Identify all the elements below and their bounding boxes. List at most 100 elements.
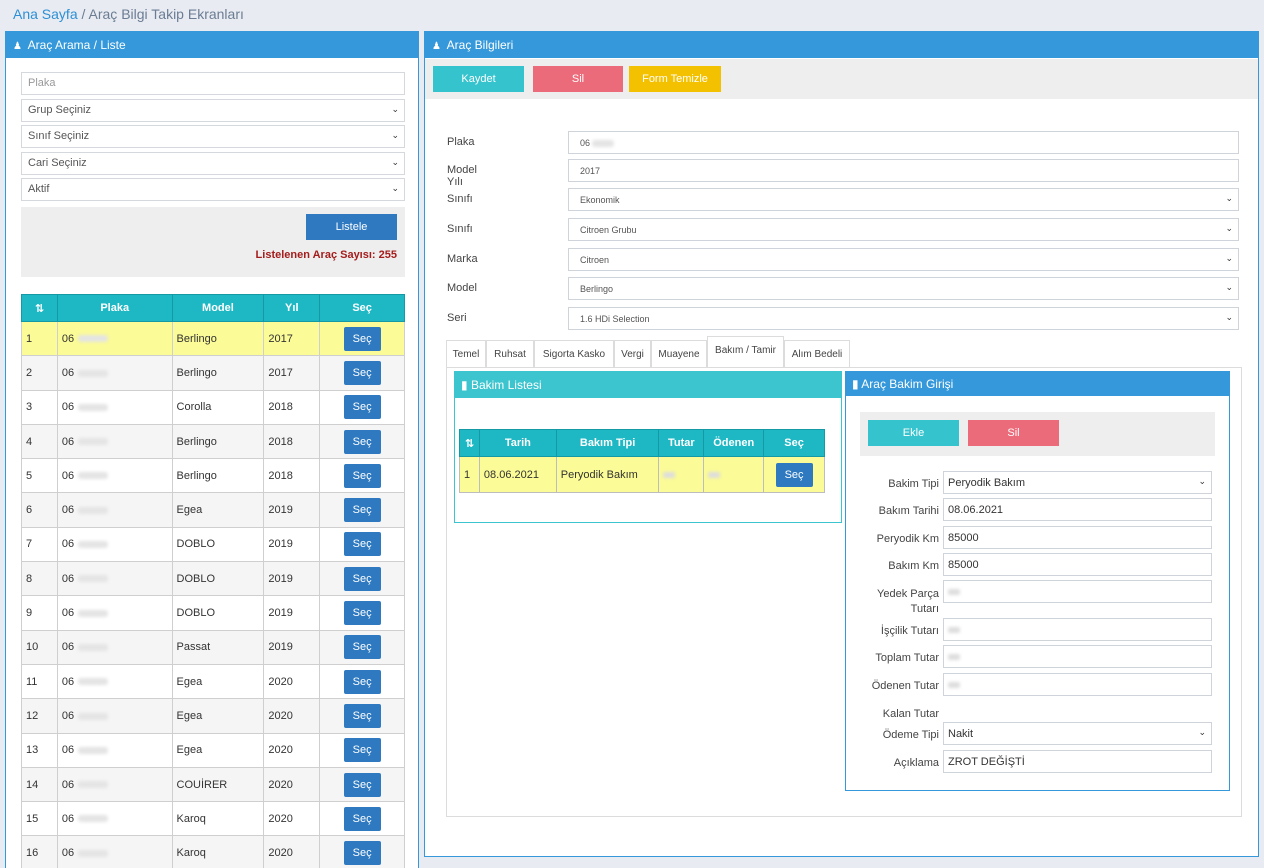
sec-button[interactable]: Seç [343, 566, 381, 591]
tab-ruhsat[interactable]: Ruhsat [486, 340, 534, 368]
iscilik-input[interactable] [943, 618, 1212, 641]
table-row[interactable]: 9 06 DOBLO 2019 Seç [21, 595, 405, 631]
bakim-tipi-select[interactable]: Peryodik Bakım ⌄ [943, 471, 1212, 494]
sort-header[interactable]: ⇅ [21, 294, 58, 322]
sec-button[interactable]: Seç [343, 463, 381, 488]
sec-button[interactable]: Seç [343, 498, 381, 523]
ekle-button[interactable]: Ekle [868, 420, 959, 446]
bakim-sil-button[interactable]: Sil [968, 420, 1059, 446]
vehicle-info-title: Araç Bilgileri [446, 38, 514, 52]
sinif-select[interactable]: Sınıf Seçiniz ⌄ [21, 125, 405, 148]
field-select[interactable]: Berlingo ⌄ [568, 277, 1239, 300]
bakim-giris-header: ▮ Araç Bakim Girişi [846, 372, 1229, 396]
sec-button[interactable]: Seç [343, 738, 381, 763]
grup-select[interactable]: Grup Seçiniz ⌄ [21, 99, 405, 122]
table-row[interactable]: 13 06 Egea 2020 Seç [21, 732, 405, 768]
sec-button[interactable]: Seç [343, 841, 381, 866]
sec-button[interactable]: Seç [343, 532, 381, 557]
listele-button[interactable]: Listele [306, 214, 397, 240]
field-input[interactable]: 2017 [568, 159, 1239, 182]
bakim-tarih-header[interactable]: Tarih [478, 429, 557, 457]
field-select[interactable]: Citroen ⌄ [568, 248, 1239, 271]
bakim-row-odenen [703, 456, 765, 493]
sec-button[interactable]: Seç [343, 772, 381, 797]
bakim-sort-header[interactable]: ⇅ [459, 429, 480, 457]
tab-alim-bedeli[interactable]: Alım Bedeli [784, 340, 850, 368]
vehicle-info-header: ♟ Araç Bilgileri [425, 32, 1258, 58]
toplam-input[interactable] [943, 645, 1212, 668]
bakim-row-tutar [658, 456, 705, 493]
table-row[interactable]: 16 06 Karoq 2020 Seç [21, 835, 405, 868]
table-row[interactable]: 15 06 Karoq 2020 Seç [21, 801, 405, 837]
bakim-tutar-header[interactable]: Tutar [658, 429, 705, 457]
bakim-row-tip: Peryodik Bakım [555, 456, 660, 493]
sil-button[interactable]: Sil [533, 66, 623, 92]
sec-button[interactable]: Seç [343, 429, 381, 454]
plaka-search-input[interactable]: Plaka [21, 72, 405, 95]
row-no: 2 [21, 355, 58, 391]
plaka-header[interactable]: Plaka [56, 294, 173, 322]
row-no: 3 [21, 389, 58, 425]
tab-muayene[interactable]: Muayene [651, 340, 707, 368]
sec-button[interactable]: Seç [343, 360, 381, 385]
row-model: Egea [171, 492, 265, 528]
table-row[interactable]: 12 06 Egea 2020 Seç [21, 698, 405, 734]
field-select[interactable]: Citroen Grubu ⌄ [568, 218, 1239, 241]
cari-select[interactable]: Cari Seçiniz ⌄ [21, 152, 405, 175]
row-no: 16 [21, 835, 58, 868]
sec-button[interactable]: Seç [343, 635, 381, 660]
tab-sigorta-kasko[interactable]: Sigorta Kasko [534, 340, 614, 368]
table-row[interactable]: 6 06 Egea 2019 Seç [21, 492, 405, 528]
yil-header[interactable]: Yıl [263, 294, 321, 322]
sec-button[interactable]: Seç [343, 601, 381, 626]
table-row[interactable]: 10 06 Passat 2019 Seç [21, 629, 405, 665]
chevron-down-icon: ⌄ [391, 183, 399, 193]
row-model: COUİRER [171, 766, 265, 803]
yedek-parca-input[interactable] [943, 580, 1212, 603]
bakim-table-row[interactable]: 1 08.06.2021 Peryodik Bakım Seç [459, 456, 825, 493]
sec-button[interactable]: Seç [343, 395, 381, 420]
row-sec-cell: Seç [319, 629, 405, 665]
redacted-plate [78, 472, 109, 480]
table-row[interactable]: 11 06 Egea 2020 Seç [21, 663, 405, 700]
tab-temel[interactable]: Temel [446, 340, 486, 368]
durum-select[interactable]: Aktif ⌄ [21, 178, 405, 201]
bakim-tipi-header[interactable]: Bakım Tipi [555, 429, 660, 457]
kaydet-button[interactable]: Kaydet [433, 66, 524, 92]
table-row[interactable]: 3 06 Corolla 2018 Seç [21, 389, 405, 425]
vehicle-search-panel: ♟ Araç Arama / Liste Plaka Grup Seçiniz … [5, 31, 419, 868]
bakim-tarihi-input[interactable]: 08.06.2021 [943, 498, 1212, 521]
table-row[interactable]: 2 06 Berlingo 2017 Seç [21, 355, 405, 391]
sec-button[interactable]: Seç [343, 669, 381, 694]
table-row[interactable]: 5 06 Berlingo 2018 Seç [21, 458, 405, 494]
aciklama-input[interactable]: ZROT DEĞİŞTİ [943, 750, 1212, 773]
table-row[interactable]: 4 06 Berlingo 2018 Seç [21, 423, 405, 460]
table-row[interactable]: 8 06 DOBLO 2019 Seç [21, 561, 405, 597]
tab-bakim-tamir[interactable]: Bakım / Tamir [707, 336, 784, 368]
periyodik-km-label: Peryodik Km [876, 533, 939, 545]
table-row[interactable]: 14 06 COUİRER 2020 Seç [21, 766, 405, 803]
bakim-odenen-header[interactable]: Ödenen [703, 429, 765, 457]
bakim-km-input[interactable]: 85000 [943, 553, 1212, 576]
model-header[interactable]: Model [171, 294, 265, 322]
field-input[interactable]: 06 [568, 131, 1239, 154]
periyodik-km-input[interactable]: 85000 [943, 526, 1212, 549]
field-label: Sınıfı [447, 223, 473, 235]
breadcrumb-home-link[interactable]: Ana Sayfa [13, 6, 78, 22]
chevron-down-icon: ⌄ [1198, 476, 1206, 486]
sec-button[interactable]: Seç [343, 326, 381, 351]
row-sec-cell: Seç [319, 320, 405, 357]
table-row[interactable]: 7 06 DOBLO 2019 Seç [21, 526, 405, 563]
vehicle-info-panel: ♟ Araç Bilgileri Kaydet Sil Form Temizle… [424, 31, 1259, 857]
tab-vergi[interactable]: Vergi [614, 340, 651, 368]
bakim-sec-button[interactable]: Seç [775, 462, 813, 487]
odenen-input[interactable] [943, 673, 1212, 696]
row-sec-cell: Seç [319, 732, 405, 768]
form-temizle-button[interactable]: Form Temizle [629, 66, 721, 92]
field-select[interactable]: 1.6 HDi Selection ⌄ [568, 307, 1239, 330]
table-row[interactable]: 1 06 Berlingo 2017 Seç [21, 320, 405, 357]
field-select[interactable]: Ekonomik ⌄ [568, 188, 1239, 211]
odeme-tipi-select[interactable]: Nakit ⌄ [943, 722, 1212, 745]
sec-button[interactable]: Seç [343, 806, 381, 831]
sec-button[interactable]: Seç [343, 703, 381, 728]
